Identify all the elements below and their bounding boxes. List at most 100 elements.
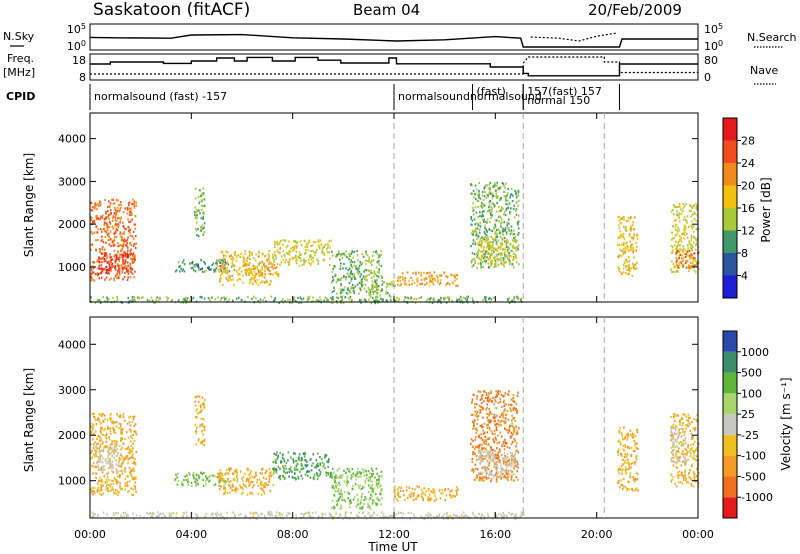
scatter-point bbox=[485, 259, 487, 263]
scatter-point bbox=[108, 459, 110, 462]
scatter-point bbox=[304, 252, 306, 255]
scatter-point bbox=[129, 448, 132, 451]
scatter-point bbox=[116, 490, 119, 493]
scatter-point bbox=[242, 281, 244, 284]
scatter-point bbox=[128, 457, 130, 460]
scatter-point bbox=[448, 296, 450, 299]
scatter-point bbox=[299, 240, 302, 243]
scatter-point bbox=[630, 267, 632, 270]
scatter-point bbox=[686, 419, 688, 422]
scatter-point bbox=[506, 465, 508, 468]
scatter-point bbox=[195, 443, 197, 446]
scatter-point bbox=[179, 270, 181, 273]
scatter-point bbox=[192, 266, 194, 269]
scatter-point bbox=[251, 277, 254, 280]
freq-tick-label: 8 bbox=[79, 71, 86, 84]
scatter-point bbox=[304, 459, 307, 462]
scatter-point bbox=[516, 449, 518, 452]
scatter-point bbox=[301, 263, 304, 267]
scatter-point bbox=[331, 476, 334, 479]
scatter-point bbox=[510, 452, 513, 455]
scatter-point bbox=[92, 260, 94, 264]
scatter-point bbox=[103, 252, 105, 255]
scatter-point bbox=[257, 250, 260, 253]
scatter-point bbox=[493, 466, 496, 469]
scatter-point bbox=[216, 259, 219, 262]
scatter-point bbox=[695, 206, 697, 210]
scatter-point bbox=[487, 477, 490, 480]
scatter-point bbox=[232, 485, 235, 488]
scatter-point bbox=[515, 193, 517, 196]
scatter-point bbox=[363, 298, 366, 301]
scatter-point bbox=[504, 460, 507, 463]
scatter-point bbox=[266, 260, 268, 263]
scatter-point bbox=[272, 472, 275, 475]
scatter-point bbox=[415, 278, 418, 281]
scatter-point bbox=[289, 469, 292, 472]
scatter-point bbox=[130, 243, 132, 247]
scatter-point bbox=[242, 491, 244, 494]
scatter-point bbox=[425, 490, 427, 493]
scatter-point bbox=[394, 491, 396, 494]
scatter-point bbox=[228, 277, 231, 280]
scatter-point bbox=[338, 481, 340, 484]
scatter-point bbox=[128, 220, 130, 224]
scatter-point bbox=[255, 253, 257, 256]
scatter-point bbox=[687, 247, 690, 250]
scatter-point bbox=[117, 464, 120, 467]
scatter-point bbox=[319, 296, 321, 299]
scatter-point bbox=[107, 210, 109, 213]
scatter-point bbox=[131, 455, 133, 458]
scatter-point bbox=[476, 395, 478, 398]
scatter-point bbox=[94, 472, 97, 475]
scatter-point bbox=[421, 493, 423, 496]
scatter-point bbox=[129, 252, 131, 256]
scatter-point bbox=[622, 271, 625, 274]
scatter-point bbox=[482, 198, 485, 201]
scatter-point bbox=[485, 228, 487, 231]
scatter-point bbox=[372, 250, 375, 253]
scatter-point bbox=[493, 265, 495, 268]
scatter-point bbox=[515, 255, 517, 258]
scatter-point bbox=[271, 265, 274, 268]
scatter-point bbox=[448, 298, 450, 301]
scatter-point bbox=[325, 454, 328, 457]
scatter-point bbox=[496, 184, 498, 187]
scatter-point bbox=[678, 428, 680, 431]
scatter-point bbox=[187, 479, 190, 482]
scatter-point bbox=[424, 277, 427, 280]
scatter-point bbox=[127, 272, 130, 275]
scatter-point bbox=[629, 472, 632, 475]
scatter-point bbox=[416, 485, 419, 488]
scatter-point bbox=[632, 221, 635, 224]
scatter-point bbox=[337, 296, 339, 300]
scatter-point bbox=[363, 502, 365, 506]
scatter-point bbox=[504, 227, 507, 230]
scatter-point bbox=[477, 451, 480, 454]
scatter-point bbox=[242, 480, 244, 483]
scatter-point bbox=[194, 400, 197, 403]
scatter-point bbox=[514, 238, 516, 241]
scatter-point bbox=[474, 414, 477, 417]
scatter-point bbox=[489, 245, 492, 248]
scatter-point bbox=[437, 280, 439, 283]
scatter-point bbox=[338, 278, 340, 281]
scatter-point bbox=[322, 251, 324, 254]
scatter-point bbox=[128, 213, 131, 217]
scatter-point bbox=[455, 489, 458, 493]
scatter-point bbox=[372, 292, 375, 295]
scatter-point bbox=[346, 288, 349, 291]
scatter-point bbox=[678, 234, 681, 238]
scatter-point bbox=[491, 249, 493, 252]
scatter-point bbox=[476, 468, 479, 471]
scatter-point bbox=[636, 428, 638, 431]
scatter-point bbox=[483, 220, 485, 224]
scatter-point bbox=[202, 205, 204, 208]
scatter-point bbox=[115, 467, 118, 470]
scatter-point bbox=[215, 262, 217, 265]
scatter-point bbox=[131, 493, 133, 496]
scatter-point bbox=[489, 470, 491, 474]
scatter-point bbox=[505, 199, 507, 202]
scatter-point bbox=[474, 403, 476, 406]
scatter-point bbox=[92, 438, 94, 441]
